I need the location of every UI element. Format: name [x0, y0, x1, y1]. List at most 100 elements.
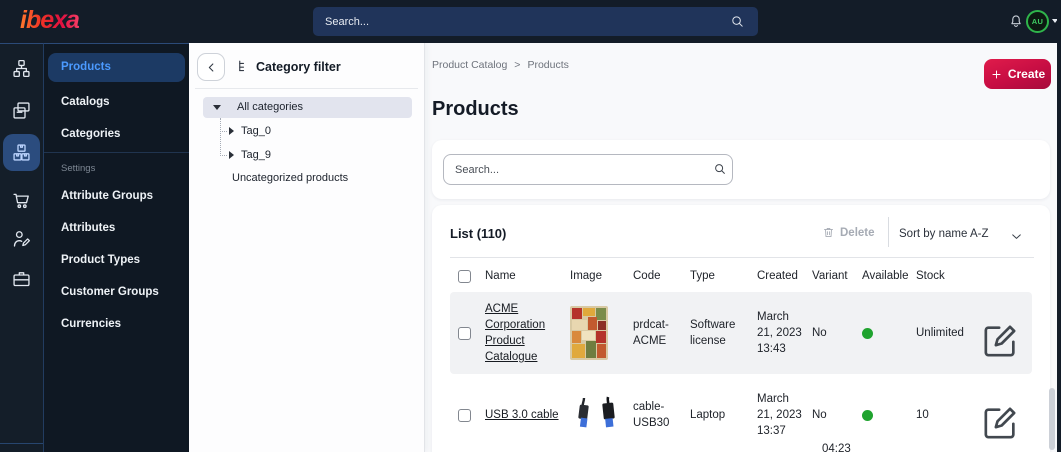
- plus-icon: [990, 68, 1003, 81]
- category-tree-icon: [236, 59, 251, 74]
- commerce-cart-icon[interactable]: [11, 190, 32, 211]
- available-status-dot: [862, 409, 873, 421]
- topbar: ibexa AU: [0, 0, 1061, 43]
- avatar[interactable]: AU: [1026, 10, 1049, 33]
- chevron-left-icon: [205, 61, 218, 74]
- product-code: prdcat-ACME: [633, 318, 669, 347]
- product-created: March 21, 2023 13:37: [757, 392, 802, 438]
- sort-dropdown[interactable]: Sort by name A-Z: [899, 228, 989, 240]
- product-catalog-rail-item[interactable]: [3, 134, 40, 171]
- sidebar-section-label: Settings: [61, 163, 96, 174]
- column-header-name: Name: [485, 269, 516, 282]
- edit-icon[interactable]: [980, 403, 1020, 443]
- tree-item-uncategorized-products[interactable]: Uncategorized products: [232, 172, 349, 184]
- available-status-dot: [862, 327, 873, 339]
- product-name-link[interactable]: ACME Corporation Product Catalogue: [485, 302, 546, 364]
- sidebar-divider: [44, 152, 189, 153]
- product-created: March 21, 2023 13:43: [757, 310, 802, 356]
- user-menu-caret-icon[interactable]: [1052, 19, 1058, 23]
- tree-guide-line: [220, 118, 221, 156]
- select-all-checkbox[interactable]: [458, 269, 471, 283]
- sidebar-item-product-types[interactable]: Product Types: [61, 254, 141, 266]
- table-header-row: Name Image Code Type Created Variant Ava…: [450, 264, 1032, 288]
- sidebar-item-attributes[interactable]: Attributes: [61, 222, 116, 234]
- delete-button[interactable]: Delete: [822, 226, 875, 239]
- column-header-stock: Stock: [916, 269, 945, 282]
- product-stock: 10: [916, 408, 929, 421]
- tree-item-tag-9[interactable]: Tag_9: [241, 149, 271, 161]
- sidebar-item-customer-groups[interactable]: Customer Groups: [61, 286, 159, 298]
- sidebar-item-attribute-groups[interactable]: Attribute Groups: [61, 190, 153, 202]
- search-card: [432, 140, 1050, 199]
- content-structure-icon[interactable]: [11, 58, 32, 79]
- panel-divider: [195, 88, 418, 89]
- icon-rail: [0, 43, 44, 452]
- product-catalog-icon: [11, 142, 32, 163]
- acme-catalogue-thumbnail: [570, 306, 608, 360]
- product-type: Laptop: [690, 408, 726, 421]
- delete-button-label: Delete: [840, 226, 875, 239]
- table-row: ACME Corporation Product Catalogue prdca…: [450, 292, 1032, 374]
- create-button[interactable]: Create: [984, 59, 1051, 89]
- usb-cable-thumbnail: [570, 396, 622, 434]
- breadcrumb-separator: >: [514, 59, 521, 71]
- column-header-type: Type: [690, 269, 715, 282]
- chevron-down-icon[interactable]: [1010, 230, 1023, 243]
- product-variant: No: [812, 326, 827, 339]
- pages-icon[interactable]: [11, 100, 32, 121]
- tree-guide-line: [220, 131, 227, 132]
- sidebar-item-categories[interactable]: Categories: [61, 128, 121, 140]
- partial-next-row-time: 04:23: [822, 443, 851, 452]
- product-name-link[interactable]: USB 3.0 cable: [485, 408, 559, 421]
- row-checkbox[interactable]: [458, 326, 471, 340]
- main-content: Product Catalog > Products Create Produc…: [425, 43, 1057, 452]
- sidebar-item-currencies[interactable]: Currencies: [61, 318, 122, 330]
- product-code: cable-USB30: [633, 400, 670, 429]
- sidebar-item-products[interactable]: Products: [48, 53, 185, 82]
- column-header-variant: Variant: [812, 269, 848, 282]
- search-icon: [713, 162, 727, 176]
- tree-item-all-categories[interactable]: [203, 97, 412, 118]
- tree-expand-caret-icon[interactable]: [213, 105, 221, 110]
- collapse-panel-button[interactable]: [197, 53, 225, 81]
- window-edge: [1057, 0, 1061, 452]
- breadcrumb-product-catalog[interactable]: Product Catalog: [432, 59, 508, 71]
- table-body: ACME Corporation Product Catalogue prdca…: [450, 292, 1032, 452]
- tree-collapse-caret-icon[interactable]: [229, 151, 234, 159]
- page-title: Products: [432, 98, 519, 120]
- tree-guide-line: [220, 155, 227, 156]
- product-stock: Unlimited: [916, 326, 964, 339]
- company-icon[interactable]: [11, 268, 32, 289]
- personalization-icon[interactable]: [11, 228, 32, 249]
- scrollbar-thumb[interactable]: [1049, 388, 1055, 450]
- table-row: USB 3.0 cable cable-USB30 L: [450, 374, 1032, 452]
- breadcrumb: Product Catalog > Products: [432, 59, 569, 71]
- breadcrumb-products[interactable]: Products: [527, 59, 569, 71]
- sidebar: Products Catalogs Categories Settings At…: [44, 43, 189, 452]
- row-checkbox[interactable]: [458, 408, 471, 422]
- notifications-bell-icon[interactable]: [1007, 12, 1025, 30]
- category-filter-title: Category filter: [256, 60, 341, 74]
- tree-item-label[interactable]: All categories: [237, 101, 304, 113]
- avatar-initials: AU: [1031, 17, 1044, 26]
- toolbar-divider: [888, 217, 889, 247]
- list-search-input[interactable]: [443, 154, 733, 185]
- column-header-code: Code: [633, 269, 661, 282]
- category-filter-panel: Category filter All categories Tag_0 Tag…: [189, 43, 425, 452]
- list-title: List (110): [450, 226, 507, 241]
- product-variant: No: [812, 408, 827, 421]
- trash-icon: [822, 226, 835, 239]
- product-type: Software license: [690, 318, 736, 347]
- sidebar-item-catalogs[interactable]: Catalogs: [61, 96, 110, 108]
- tree-item-tag-0[interactable]: Tag_0: [241, 125, 271, 137]
- column-header-image: Image: [570, 269, 602, 282]
- product-list-card: List (110) Delete Sort by name A-Z Name …: [432, 205, 1050, 452]
- search-icon: [730, 14, 745, 29]
- edit-icon[interactable]: [980, 321, 1020, 361]
- tree-collapse-caret-icon[interactable]: [229, 127, 234, 135]
- list-divider: [450, 257, 1034, 258]
- column-header-created: Created: [757, 269, 798, 282]
- global-search-input[interactable]: [313, 7, 758, 36]
- ibexa-logo: ibexa: [20, 6, 80, 34]
